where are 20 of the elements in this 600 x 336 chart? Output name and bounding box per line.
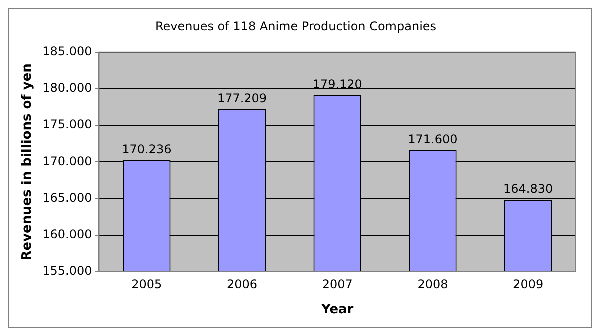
y-tick-label: 175.000 [42, 118, 92, 132]
data-label: 171.600 [408, 132, 458, 147]
data-label: 177.209 [217, 92, 268, 106]
y-tick-label: 180.000 [42, 81, 92, 96]
x-tick-label: 2007 [322, 277, 353, 292]
x-tick-label: 2006 [226, 277, 258, 292]
chart-title: Revenues of 118 Anime Production Companies [155, 19, 437, 34]
y-tick-label: 165.000 [42, 190, 92, 205]
y-tick-label: 185.000 [42, 44, 92, 59]
data-label: 164.830 [504, 182, 554, 196]
x-tick-label: 2008 [418, 277, 448, 292]
x-axis-title: Year [320, 302, 354, 318]
y-tick-label: 170.000 [42, 154, 92, 168]
y-tick-label: 155.000 [42, 264, 92, 278]
data-label: 170.236 [122, 142, 172, 157]
x-tick-label: 2005 [132, 277, 162, 292]
y-tick-label: 160.000 [42, 228, 92, 242]
x-tick-label: 2009 [513, 277, 544, 292]
y-axis-title: Revenues in billions of yen [20, 64, 36, 261]
data-label: 179.120 [312, 78, 362, 92]
